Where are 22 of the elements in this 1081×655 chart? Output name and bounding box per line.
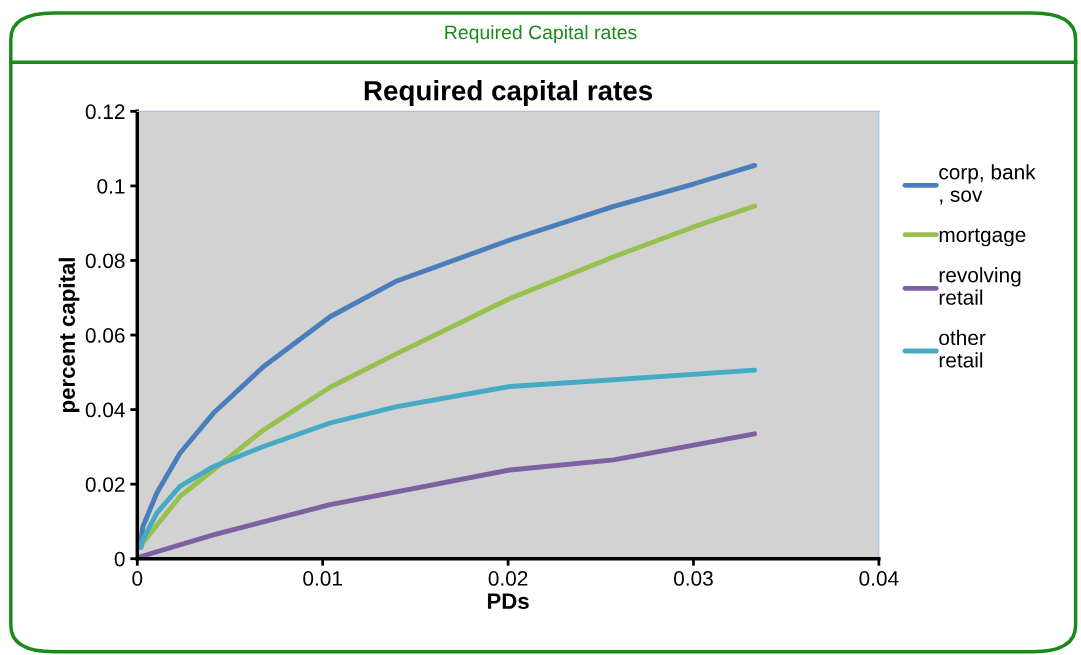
- y-tick-label: 0.12: [85, 104, 125, 120]
- y-tick-label: 0.06: [85, 328, 125, 343]
- x-axis-title: PDs: [487, 593, 529, 610]
- x-tick-label: 0.01: [303, 571, 342, 586]
- x-tick-label: 0.04: [859, 571, 899, 586]
- legend-label: corp, bank , sov: [939, 164, 1036, 205]
- y-tick-label: 0.02: [85, 477, 125, 492]
- line-series: [138, 367, 758, 550]
- y-tick-label: 0.1: [97, 178, 125, 194]
- y-tick-label: 0.04: [85, 402, 125, 418]
- text: Required Capital rates: [445, 25, 637, 44]
- y-tick-label: 0: [114, 551, 125, 567]
- chart-title: Required capital rates: [364, 80, 653, 106]
- y-tick-label: 0.08: [85, 253, 125, 269]
- line-series: [138, 431, 758, 559]
- x-tick-label: 0: [132, 571, 143, 586]
- y-axis-title: percent capital: [58, 258, 80, 412]
- x-tick-label: 0.02: [488, 571, 528, 586]
- legend-label: mortgage: [939, 228, 1026, 247]
- x-tick-label: 0.03: [674, 571, 713, 586]
- legend-label: revolving retail: [939, 267, 1021, 305]
- legend-label: other retail: [939, 329, 986, 368]
